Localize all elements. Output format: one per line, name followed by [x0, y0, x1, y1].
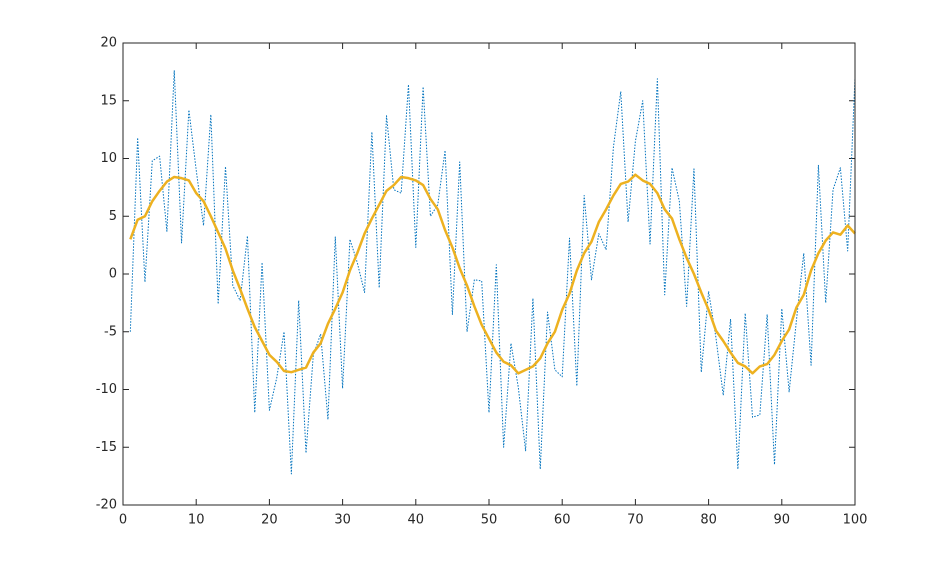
x-tick-label: 20: [261, 513, 278, 528]
series-line: [129, 173, 856, 375]
x-tick-label: 0: [119, 513, 127, 528]
y-tick-label: 10: [100, 151, 117, 166]
x-tick-label: 100: [843, 513, 868, 528]
axes-box: [122, 42, 856, 506]
y-tick-label: 20: [100, 36, 117, 51]
plot-area: [123, 43, 855, 505]
x-tick-label: 90: [774, 513, 791, 528]
y-tick-label: 15: [100, 93, 117, 108]
y-tick-label: -5: [104, 324, 117, 339]
x-tick-label: 10: [188, 513, 205, 528]
series-line: [129, 70, 856, 475]
y-tick-label: 5: [109, 209, 117, 224]
x-tick-label: 60: [554, 513, 571, 528]
x-tick-label: 70: [627, 513, 644, 528]
y-tick-label: -15: [96, 440, 117, 455]
x-tick-label: 40: [408, 513, 425, 528]
y-tick-label: 0: [109, 267, 117, 282]
x-tick-label: 80: [700, 513, 717, 528]
x-tick-label: 50: [481, 513, 498, 528]
y-tick-label: -20: [96, 498, 117, 513]
y-tick-label: -10: [96, 382, 117, 397]
x-tick-label: 30: [334, 513, 351, 528]
